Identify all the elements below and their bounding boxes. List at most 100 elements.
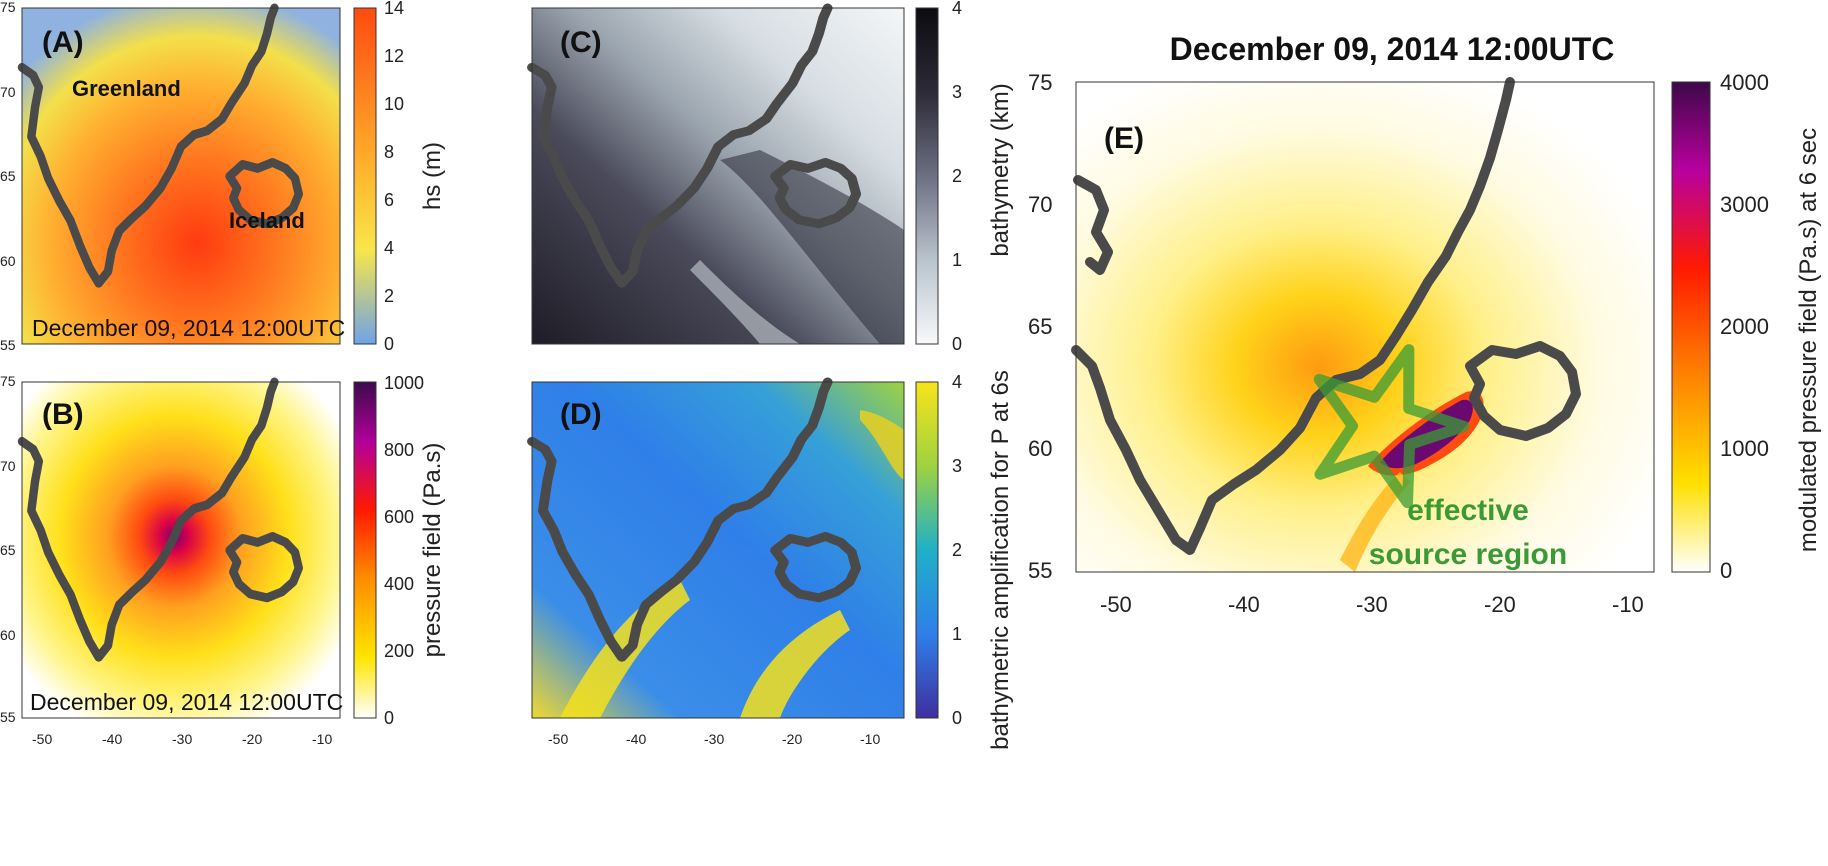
panel-d-label: (D) (560, 398, 602, 431)
svg-text:-10: -10 (1612, 592, 1644, 617)
svg-text:60: 60 (1028, 436, 1052, 461)
svg-text:55: 55 (0, 337, 16, 353)
panel-a-date: December 09, 2014 12:00UTC (32, 315, 345, 341)
panel-d-colorbar-label: bathymetric amplification for P at 6s (987, 370, 1014, 750)
svg-text:-20: -20 (242, 731, 262, 747)
svg-text:70: 70 (1028, 192, 1052, 217)
panel-e-colorbar-label: modulated pressure field (Pa.s) at 6 sec (1795, 128, 1822, 552)
svg-text:1000: 1000 (1720, 436, 1769, 461)
svg-text:400: 400 (384, 574, 414, 594)
svg-text:-40: -40 (102, 731, 122, 747)
panel-d-colorbar-ticks: 0 1 2 3 4 (952, 372, 962, 728)
panel-c: (C) 0 1 2 3 4 (532, 0, 962, 354)
panel-b-label: (B) (42, 398, 84, 431)
svg-text:800: 800 (384, 440, 414, 460)
annotation-source-region: source region (1369, 538, 1567, 571)
svg-text:-20: -20 (1484, 592, 1516, 617)
svg-text:75: 75 (0, 0, 16, 15)
svg-text:600: 600 (384, 507, 414, 527)
panel-a: (A) Greenland Iceland December 09, 2014 … (0, 0, 446, 354)
svg-text:4000: 4000 (1720, 70, 1769, 95)
svg-text:65: 65 (0, 168, 16, 184)
svg-text:200: 200 (384, 641, 414, 661)
panel-e-map (1076, 82, 1654, 572)
svg-text:0: 0 (952, 334, 962, 354)
greenland-label: Greenland (72, 76, 181, 101)
svg-text:1: 1 (952, 624, 962, 644)
svg-text:2: 2 (952, 166, 962, 186)
panel-e-label: (E) (1104, 122, 1144, 155)
annotation-effective: effective (1407, 494, 1529, 527)
panel-d-x-ticks: -50 -40 -30 -20 -10 (548, 731, 880, 747)
svg-text:0: 0 (1720, 558, 1732, 583)
panel-b-colorbar-label: pressure field (Pa.s) (419, 443, 446, 658)
svg-text:2: 2 (384, 286, 394, 306)
panel-e: December 09, 2014 12:00UTC effective sou… (1028, 31, 1822, 617)
panel-e-x-ticks: -50 -40 -30 -20 -10 (1100, 592, 1644, 617)
svg-text:1: 1 (952, 250, 962, 270)
svg-text:14: 14 (384, 0, 404, 18)
svg-text:4: 4 (952, 0, 962, 18)
panel-b-colorbar-ticks: 0 200 400 600 800 1000 (384, 373, 424, 728)
svg-text:60: 60 (0, 253, 16, 269)
svg-text:2: 2 (952, 540, 962, 560)
panel-a-colorbar-label: hs (m) (419, 142, 446, 210)
iceland-label: Iceland (229, 208, 305, 233)
panel-e-colorbar-ticks: 0 1000 2000 3000 4000 (1720, 70, 1769, 583)
panel-a-y-ticks: 75 70 65 60 55 (0, 0, 16, 353)
figure-title: December 09, 2014 12:00UTC (1170, 31, 1615, 67)
panel-c-colorbar-ticks: 0 1 2 3 4 (952, 0, 962, 354)
panel-e-colorbar (1671, 81, 1711, 573)
svg-text:75: 75 (0, 373, 16, 389)
svg-text:-10: -10 (312, 731, 332, 747)
svg-text:70: 70 (0, 84, 16, 100)
svg-text:0: 0 (384, 708, 394, 728)
panel-b: (B) December 09, 2014 12:00UTC 75 70 65 … (0, 373, 446, 747)
svg-text:-30: -30 (1356, 592, 1388, 617)
panel-c-colorbar-label: bathymetry (km) (987, 83, 1014, 256)
svg-text:0: 0 (384, 334, 394, 354)
panel-b-x-ticks: -50 -40 -30 -20 -10 (32, 731, 332, 747)
svg-text:65: 65 (0, 542, 16, 558)
svg-text:-50: -50 (32, 731, 52, 747)
svg-text:60: 60 (0, 627, 16, 643)
svg-text:-40: -40 (626, 731, 646, 747)
panel-a-colorbar (353, 7, 377, 345)
panel-c-label: (C) (560, 26, 602, 59)
svg-text:-40: -40 (1228, 592, 1260, 617)
svg-text:-30: -30 (704, 731, 724, 747)
svg-text:-50: -50 (1100, 592, 1132, 617)
svg-text:55: 55 (1028, 558, 1052, 583)
panel-b-y-ticks: 75 70 65 60 55 (0, 373, 16, 725)
svg-text:3: 3 (952, 456, 962, 476)
panel-a-colorbar-ticks: 0 2 4 6 8 10 12 14 (384, 0, 404, 354)
svg-text:-20: -20 (782, 731, 802, 747)
svg-text:4: 4 (384, 238, 394, 258)
panel-a-label: (A) (42, 26, 84, 59)
svg-text:65: 65 (1028, 314, 1052, 339)
svg-text:75: 75 (1028, 70, 1052, 95)
panel-d-colorbar (915, 381, 939, 719)
panel-b-colorbar (353, 381, 377, 719)
svg-text:1000: 1000 (384, 373, 424, 393)
svg-text:-50: -50 (548, 731, 568, 747)
svg-text:10: 10 (384, 94, 404, 114)
svg-text:8: 8 (384, 142, 394, 162)
panel-e-y-ticks: 75 70 65 60 55 (1028, 70, 1052, 583)
svg-text:-30: -30 (172, 731, 192, 747)
svg-text:-10: -10 (860, 731, 880, 747)
svg-text:3000: 3000 (1720, 192, 1769, 217)
svg-text:4: 4 (952, 372, 962, 392)
panel-b-date: December 09, 2014 12:00UTC (30, 689, 343, 715)
svg-text:55: 55 (0, 709, 16, 725)
panel-d: (D) -50 -40 -30 -20 -10 0 1 2 3 4 bat (532, 83, 1014, 750)
svg-text:12: 12 (384, 46, 404, 66)
panel-c-colorbar (915, 7, 939, 345)
source-region-star (1313, 344, 1470, 509)
svg-text:3: 3 (952, 82, 962, 102)
svg-text:0: 0 (952, 708, 962, 728)
panel-e-coastline (1071, 77, 1581, 555)
svg-text:6: 6 (384, 190, 394, 210)
svg-text:2000: 2000 (1720, 314, 1769, 339)
